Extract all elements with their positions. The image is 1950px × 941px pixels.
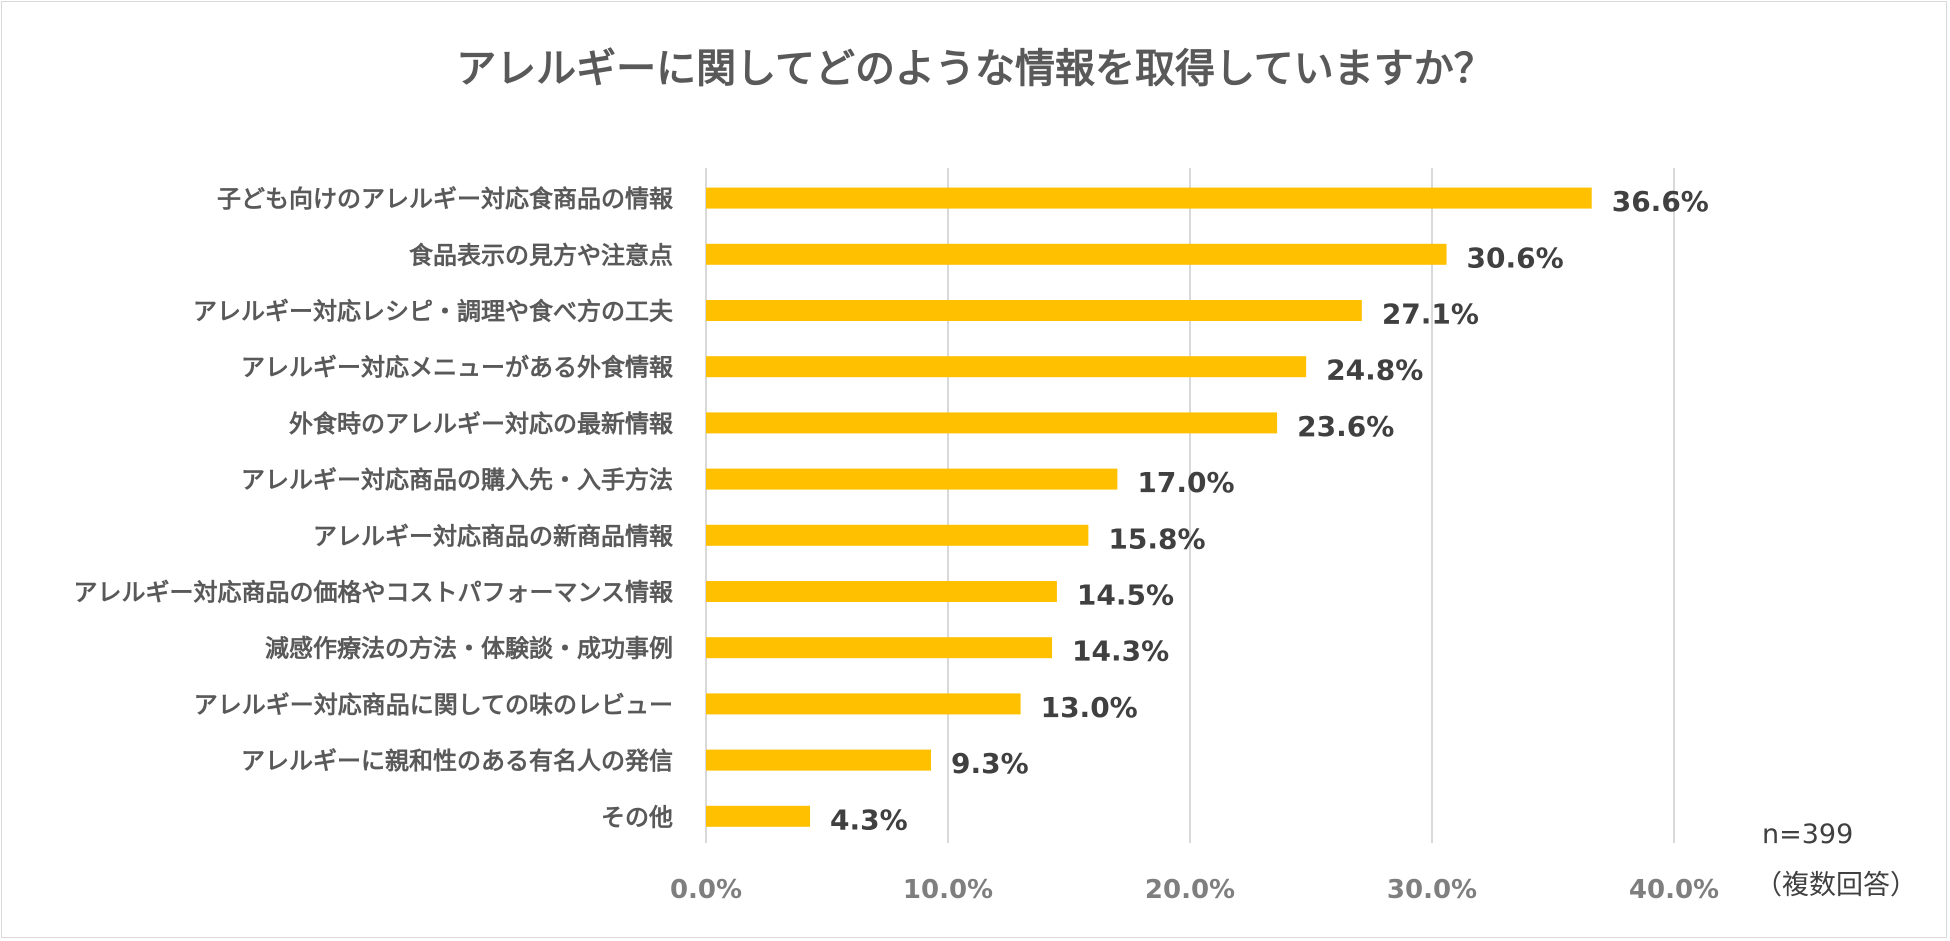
value-label: 14.5% bbox=[1077, 579, 1174, 612]
sample-size-note: n=399 bbox=[1762, 819, 1853, 850]
value-label: 15.8% bbox=[1108, 522, 1205, 555]
bar bbox=[706, 637, 1053, 659]
category-labels: 子ども向けのアレルギー対応食商品の情報食品表示の見方や注意点アレルギー対応レシピ… bbox=[73, 185, 674, 831]
value-labels: 36.6% 30.6% 27.1% 24.8% 23.6% 17.0% 15.8% 14.5%… bbox=[830, 185, 1709, 836]
value-label: 14.3% bbox=[1072, 635, 1169, 668]
value-label: 36.6% bbox=[1612, 185, 1709, 218]
bar bbox=[706, 243, 1447, 265]
category-label: アレルギー対応商品の価格やコストパフォーマンス情報 bbox=[73, 579, 674, 607]
category-label: 減感作療法の方法・体験談・成功事例 bbox=[265, 635, 673, 663]
bar bbox=[706, 187, 1592, 209]
value-label: 4.3% bbox=[830, 803, 908, 836]
bar bbox=[706, 805, 811, 827]
category-label: アレルギー対応商品に関しての味のレビュー bbox=[194, 691, 673, 719]
bar bbox=[706, 468, 1118, 490]
x-tick-label: 30.0% bbox=[1387, 875, 1477, 905]
bar bbox=[706, 524, 1089, 546]
category-label: アレルギー対応メニューがある外食情報 bbox=[241, 354, 674, 382]
gridlines bbox=[705, 168, 1675, 843]
value-label: 27.1% bbox=[1382, 298, 1479, 331]
category-label: アレルギー対応商品の新商品情報 bbox=[313, 522, 674, 550]
category-label: その他 bbox=[601, 803, 673, 831]
value-label: 23.6% bbox=[1297, 410, 1394, 443]
bar bbox=[706, 693, 1021, 715]
value-label: 24.8% bbox=[1326, 354, 1423, 387]
category-label: 外食時のアレルギー対応の最新情報 bbox=[289, 410, 674, 438]
x-axis-ticks: 0.0% 10.0% 20.0% 30.0% 40.0% bbox=[670, 875, 1719, 905]
value-label: 9.3% bbox=[951, 747, 1029, 780]
multiple-answer-note: （複数回答） bbox=[1755, 870, 1917, 901]
bars bbox=[706, 187, 1592, 827]
x-tick-label: 40.0% bbox=[1629, 875, 1719, 905]
category-label: アレルギーに親和性のある有名人の発信 bbox=[241, 747, 673, 775]
category-label: 子ども向けのアレルギー対応食商品の情報 bbox=[217, 185, 674, 213]
x-tick-label: 0.0% bbox=[670, 875, 742, 905]
x-tick-label: 10.0% bbox=[903, 875, 993, 905]
bar bbox=[706, 749, 932, 771]
value-label: 17.0% bbox=[1137, 466, 1234, 499]
category-label: アレルギー対応レシピ・調理や食べ方の工夫 bbox=[193, 298, 674, 326]
chart-title: アレルギーに関してどのような情報を取得していますか？ bbox=[456, 46, 1494, 92]
bar bbox=[706, 412, 1278, 434]
category-label: アレルギー対応商品の購入先・入手方法 bbox=[241, 466, 673, 494]
bar bbox=[706, 581, 1057, 602]
category-label: 食品表示の見方や注意点 bbox=[409, 241, 673, 269]
x-tick-label: 20.0% bbox=[1145, 875, 1235, 905]
bar bbox=[706, 300, 1362, 321]
bar bbox=[706, 356, 1307, 378]
value-label: 30.6% bbox=[1467, 241, 1564, 274]
value-label: 13.0% bbox=[1041, 691, 1138, 724]
